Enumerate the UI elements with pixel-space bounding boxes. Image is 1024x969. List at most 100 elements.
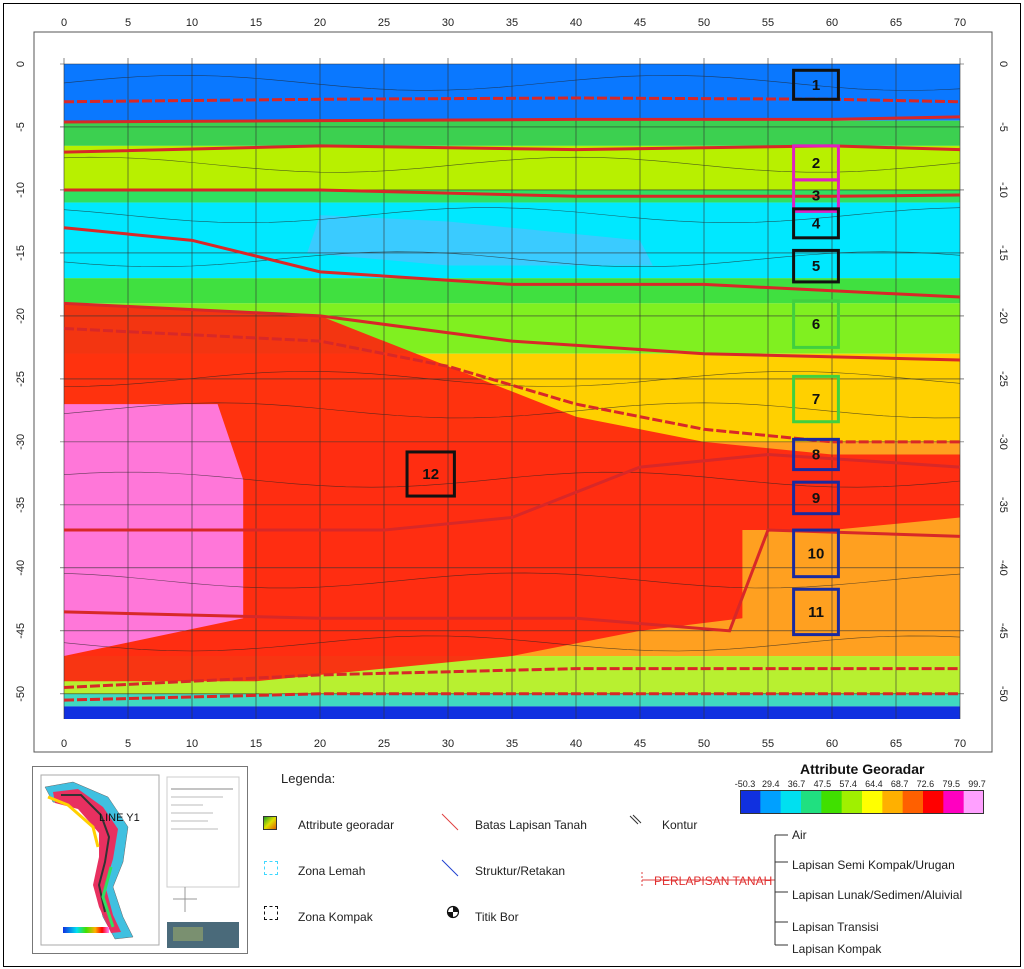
colorbar-swatch-2 xyxy=(780,790,802,814)
x-tick-top-50: 50 xyxy=(698,17,710,29)
x-tick-top-10: 10 xyxy=(186,17,198,29)
x-tick-bottom-50: 50 xyxy=(698,738,710,750)
colorbar-swatch-3 xyxy=(801,790,822,814)
layer-semi-kompak: Lapisan Semi Kompak/Urugan xyxy=(792,858,955,872)
zone-box-8 xyxy=(792,437,840,472)
x-tick-top-5: 5 xyxy=(125,17,131,29)
perlapisan-tanah-title: PERLAPISAN TANAH xyxy=(654,874,773,888)
layer-boundary-1 xyxy=(63,115,961,124)
zone-box-label-8: 8 xyxy=(812,446,820,463)
y-tick-left--15: -15 xyxy=(15,245,27,261)
kontur-symbol xyxy=(629,814,642,825)
layer-air: Air xyxy=(792,828,807,842)
legend-zona-lemah-label: Zona Lemah xyxy=(298,864,366,878)
zone-box-5 xyxy=(792,248,840,284)
y-tick-left--35: -35 xyxy=(15,497,27,513)
legend-attribute-label: Attribute georadar xyxy=(298,818,395,832)
layer-transisi: Lapisan Transisi xyxy=(792,920,879,934)
x-tick-bottom-45: 45 xyxy=(634,738,646,750)
x-tick-bottom-65: 65 xyxy=(890,738,902,750)
colorbar-swatch-6 xyxy=(862,790,883,814)
y-tick-right--40: -40 xyxy=(997,560,1009,576)
layer-boundary-7 xyxy=(64,452,961,532)
y-tick-right--25: -25 xyxy=(997,371,1009,387)
zona-kompak-swatch xyxy=(264,906,278,920)
colorbar-label-3: 47.5 xyxy=(813,779,832,789)
zona-lemah-swatch xyxy=(264,861,278,875)
colorbar-swatch-5 xyxy=(841,790,863,814)
zone-box-label-5: 5 xyxy=(812,258,820,275)
layer-boundary-10 xyxy=(63,692,960,702)
zone-box-label-9: 9 xyxy=(812,490,820,507)
x-tick-bottom-35: 35 xyxy=(506,738,518,750)
x-tick-bottom-20: 20 xyxy=(314,738,326,750)
zone-box-label-10: 10 xyxy=(808,545,825,562)
x-tick-top-20: 20 xyxy=(314,17,326,29)
x-tick-bottom-60: 60 xyxy=(826,738,838,750)
titik-bor-icon xyxy=(446,905,460,919)
x-tick-top-30: 30 xyxy=(442,17,454,29)
colorbar xyxy=(740,790,984,814)
x-tick-top-0: 0 xyxy=(61,17,67,29)
zone-box-label-7: 7 xyxy=(812,391,820,408)
layer-boundary-3 xyxy=(64,188,961,198)
zone-box-1 xyxy=(792,68,840,101)
colorbar-label-1: 29.4 xyxy=(762,779,780,789)
y-tick-right--45: -45 xyxy=(997,623,1009,639)
y-tick-right--30: -30 xyxy=(997,434,1009,450)
colorbar-label-8: 79.5 xyxy=(942,779,960,789)
layer-bracket xyxy=(641,834,788,946)
layer-boundary-4 xyxy=(63,226,961,299)
layer-kompak: Lapisan Kompak xyxy=(792,942,882,956)
minimap-line-label: LINE Y1 xyxy=(99,812,140,824)
colorbar-swatch-10 xyxy=(943,790,965,814)
zone-box-6 xyxy=(792,299,840,349)
x-tick-top-45: 45 xyxy=(634,17,646,29)
y-tick-left--30: -30 xyxy=(15,434,27,450)
y-tick-left--50: -50 xyxy=(15,686,27,702)
y-tick-left--40: -40 xyxy=(15,560,27,576)
y-tick-right--20: -20 xyxy=(997,308,1009,324)
colorbar-border xyxy=(740,790,984,814)
zone-box-12 xyxy=(405,450,456,498)
colorbar-label-6: 68.7 xyxy=(890,779,909,789)
x-tick-top-35: 35 xyxy=(506,17,518,29)
zone-box-label-3: 3 xyxy=(812,188,820,205)
colorbar-swatch-11 xyxy=(963,790,984,814)
legend-titik-bor-label: Titik Bor xyxy=(475,910,519,924)
figure-frame xyxy=(3,3,1021,967)
colorbar-swatch-8 xyxy=(902,790,924,814)
y-tick-left--45: -45 xyxy=(15,623,27,639)
layer-boundary-5 xyxy=(63,301,961,362)
zone-box-label-6: 6 xyxy=(812,316,820,333)
colorbar-label-0: -50.3 xyxy=(734,779,756,789)
location-minimap: LINE Y1 xyxy=(32,766,248,954)
layer-boundary-6 xyxy=(63,327,960,444)
legend-struktur-label: Struktur/Retakan xyxy=(475,864,566,878)
colorbar-swatch-9 xyxy=(923,790,944,814)
x-tick-top-40: 40 xyxy=(570,17,582,29)
colorbar-label-2: 36.7 xyxy=(787,779,806,789)
colorbar-swatch-7 xyxy=(882,790,904,814)
zone-box-10 xyxy=(792,528,840,579)
y-tick-left-0: 0 xyxy=(15,61,27,67)
layer-boundary-2 xyxy=(63,144,961,154)
x-tick-top-65: 65 xyxy=(890,17,902,29)
y-tick-left--25: -25 xyxy=(15,371,27,387)
layer-lunak: Lapisan Lunak/Sedimen/Aluivial xyxy=(792,888,963,902)
y-tick-right-0: 0 xyxy=(997,61,1009,67)
zone-box-7 xyxy=(792,374,840,424)
x-tick-bottom-70: 70 xyxy=(954,738,966,750)
y-tick-right--15: -15 xyxy=(997,245,1009,261)
x-tick-bottom-10: 10 xyxy=(186,738,198,750)
minimap-drawing xyxy=(40,774,240,948)
y-tick-right--50: -50 xyxy=(997,686,1009,702)
zone-box-label-11: 11 xyxy=(808,604,824,621)
x-tick-top-70: 70 xyxy=(954,17,966,29)
legend-kontur-label: Kontur xyxy=(662,818,698,832)
x-tick-top-15: 15 xyxy=(250,17,262,29)
zone-box-11 xyxy=(792,587,840,637)
layer-boundary-0 xyxy=(63,96,961,104)
zone-box-4 xyxy=(792,207,840,240)
colorbar-label-7: 72.6 xyxy=(916,779,935,789)
